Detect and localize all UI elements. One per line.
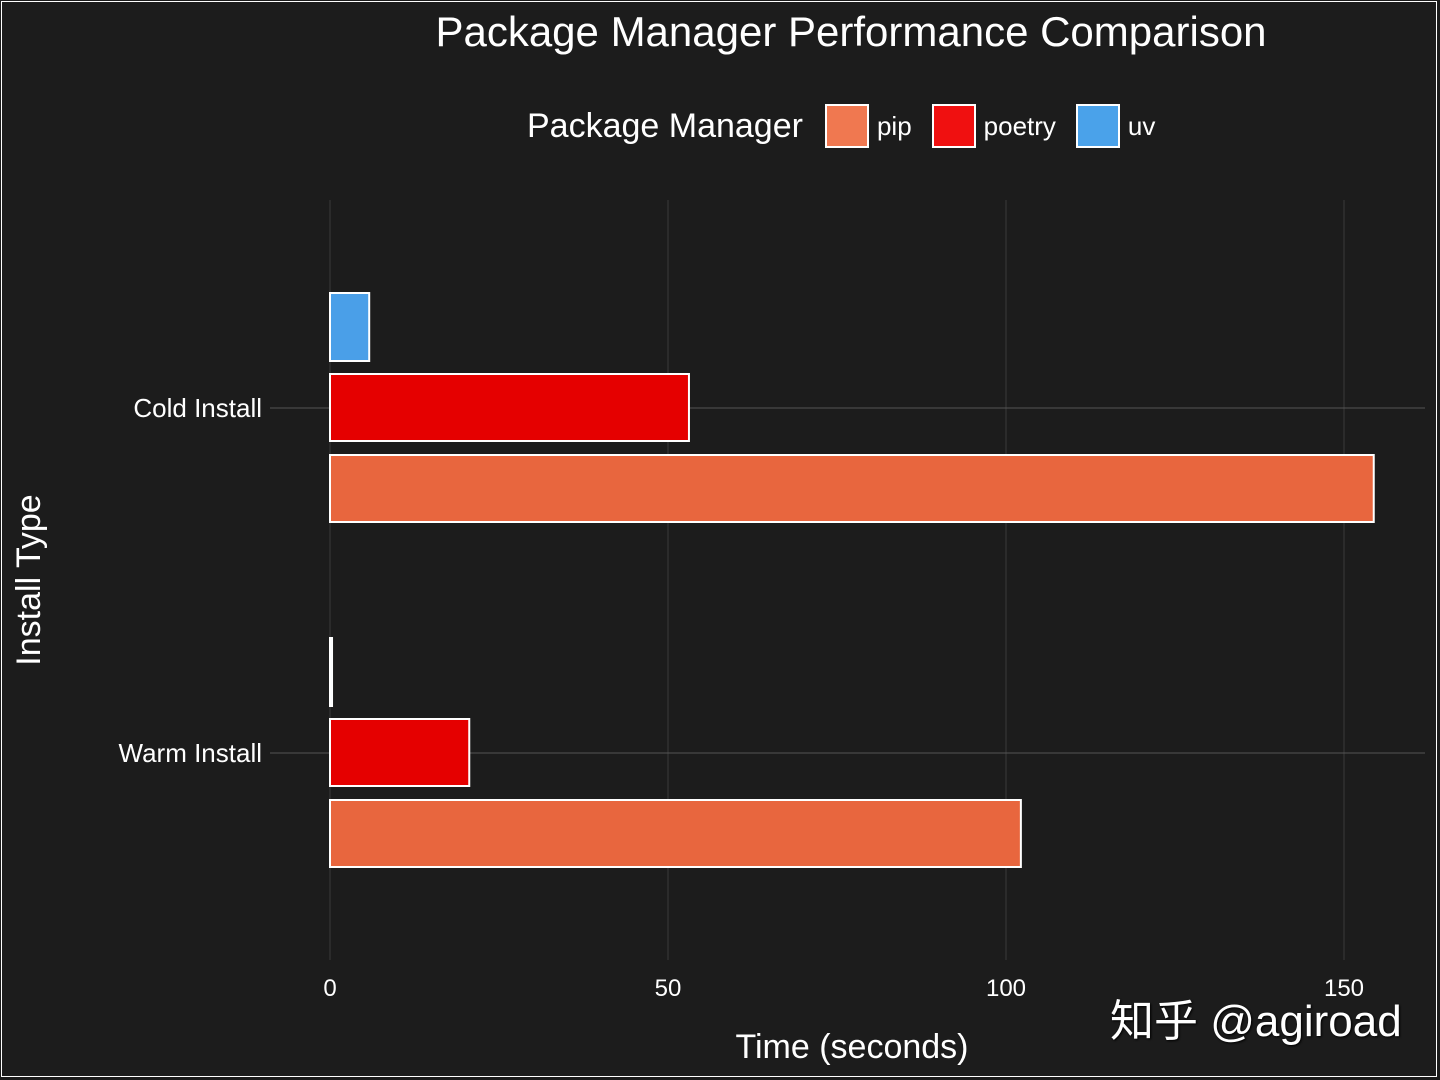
legend: Package Manager pip poetry uv [527, 104, 1175, 148]
x-axis-label: Time (seconds) [735, 1028, 968, 1066]
x-tick-label: 150 [1324, 975, 1364, 1002]
x-tick-label: 100 [986, 975, 1026, 1002]
x-tick-label: 50 [655, 975, 682, 1002]
legend-swatch-pip [824, 104, 869, 148]
bar-pip-cold-install [329, 454, 1375, 523]
legend-title: Package Manager [527, 106, 803, 145]
y-axis-label: Install Type [10, 494, 48, 665]
x-tick-label: 0 [323, 975, 336, 1002]
chart-title: Package Manager Performance Comparison [435, 8, 1267, 55]
legend-label-poetry: poetry [983, 110, 1056, 141]
legend-swatch-poetry [931, 104, 976, 148]
bar-poetry-warm-install [329, 718, 471, 787]
y-tick-label: Warm Install [119, 738, 263, 768]
bar-uv-warm-install [329, 637, 334, 707]
legend-label-pip: pip [876, 110, 912, 141]
bar-uv-cold-install [329, 292, 371, 362]
y-tick-label: Cold Install [133, 393, 262, 423]
legend-swatch-uv [1075, 104, 1120, 148]
bar-poetry-cold-install [329, 373, 690, 442]
legend-label-uv: uv [1127, 110, 1156, 141]
bar-pip-warm-install [329, 799, 1022, 868]
watermark: 知乎 @agiroad [1110, 997, 1402, 1046]
